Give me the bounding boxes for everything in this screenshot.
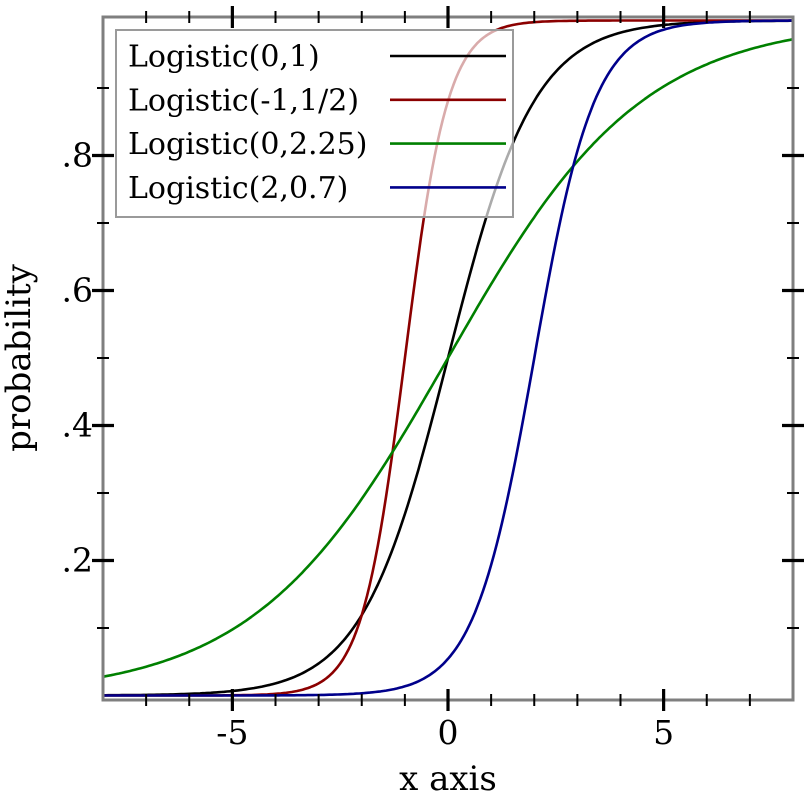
- y-tick-label: .8: [62, 136, 94, 175]
- y-tick-label: .2: [62, 541, 94, 580]
- axis-ticks: [92, 6, 804, 711]
- legend-entry-label: Logistic(0,1): [128, 40, 320, 75]
- tick-labels: -5 0 5 .2 .4 .6 .8: [62, 136, 675, 753]
- legend: Logistic(0,1) Logistic(-1,1/2) Logistic(0,…: [115, 29, 514, 218]
- curve-Logistic(0,2.25): [103, 37, 793, 679]
- x-tick-label: -5: [216, 713, 248, 752]
- legend-entry-label: Logistic(-1,1/2): [128, 83, 359, 118]
- curve-lines: [103, 19, 793, 697]
- legend-entry-label: Logistic(2,0.7): [128, 171, 348, 206]
- y-axis-label: probability: [0, 263, 39, 452]
- x-tick-label: 0: [438, 713, 459, 752]
- y-tick-label: .4: [62, 406, 94, 445]
- legend-box: [115, 29, 514, 218]
- y-tick-label: .6: [62, 271, 94, 310]
- x-tick-label: 5: [653, 713, 674, 752]
- curve-Logistic(2,0.7): [103, 19, 793, 697]
- x-axis-label: x axis: [399, 759, 497, 799]
- legend-entry-label: Logistic(0,2.25): [128, 127, 367, 162]
